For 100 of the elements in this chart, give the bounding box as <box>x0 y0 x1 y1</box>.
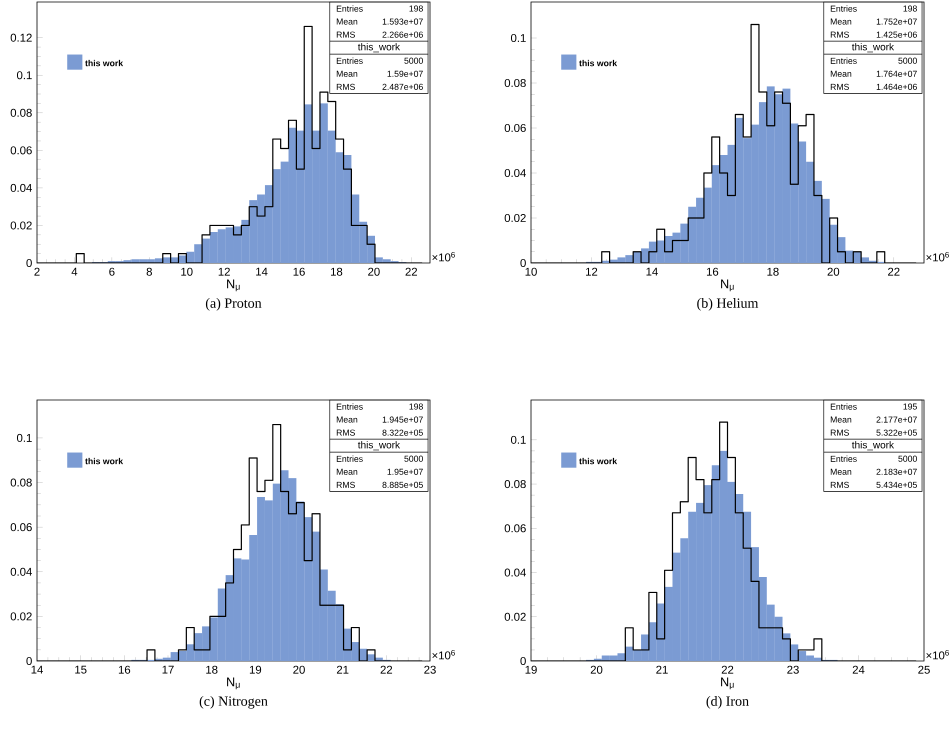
y-tick-label: 0.04 <box>504 568 526 577</box>
y-tick-label: 0.08 <box>504 79 526 88</box>
x-tick-label: 23 <box>424 666 436 674</box>
annotation: RMS <box>830 32 849 38</box>
x-tick-label: 24 <box>852 666 864 674</box>
y-tick-label: 0.02 <box>10 221 32 230</box>
annotation: 1.752e+07 <box>876 18 917 25</box>
annotation: 2.183e+07 <box>876 468 917 475</box>
x-tick-label: 20 <box>368 268 380 276</box>
x-tick-label: 16 <box>118 666 130 674</box>
x-tick-label: 18 <box>330 268 342 276</box>
annotation: this_work <box>358 441 400 450</box>
legend-label: this work <box>85 60 124 66</box>
x-tick-label: 25 <box>918 666 930 674</box>
annotation: 198 <box>410 5 423 12</box>
annotation: 1.95e+07 <box>388 468 423 475</box>
y-tick-label: 0.1 <box>16 71 32 80</box>
annotation: 5.322e+05 <box>876 430 917 436</box>
y-tick-label: 0 <box>26 259 32 268</box>
annotation: Mean <box>336 18 358 25</box>
x-tick-label: 21 <box>336 666 348 674</box>
annotation: 1.593e+07 <box>382 18 423 25</box>
x-tick-label: 23 <box>787 666 799 674</box>
text: ×10$^{6}$ <box>926 252 949 262</box>
annotation: 1.464e+06 <box>876 84 917 90</box>
x-tick-label: 18 <box>767 268 779 276</box>
x-tick-label: 10 <box>181 268 193 276</box>
annotation: 8.322e+05 <box>382 430 423 436</box>
x-tick-label: 22 <box>380 666 392 674</box>
annotation: this_work <box>852 43 894 52</box>
annotation: Entries <box>830 456 857 462</box>
y-tick-label: 0.08 <box>504 480 526 488</box>
y-tick-label: 0.12 <box>10 34 32 42</box>
x-axis-title: N$_{μ}$ <box>227 280 240 292</box>
x-tick-label: 6 <box>109 268 115 276</box>
annotation: Entries <box>830 403 857 410</box>
y-tick-label: 0.06 <box>10 523 32 532</box>
x-tick-label: 14 <box>32 666 43 674</box>
annotation: 2.487e+06 <box>382 84 423 90</box>
annotation: 5000 <box>404 456 423 462</box>
y-tick-label: 0.1 <box>16 434 32 442</box>
annotation: Entries <box>336 403 363 410</box>
x-axis-title: N$_{μ}$ <box>227 678 240 690</box>
legend-label: this work <box>579 458 618 464</box>
annotation: RMS <box>830 84 849 90</box>
annotation: 2.177e+07 <box>876 416 917 423</box>
x-tick-label: 20 <box>590 666 602 674</box>
x-tick-label: 21 <box>656 666 668 674</box>
y-tick-label: 0.02 <box>504 214 526 222</box>
x-tick-label: 14 <box>256 268 268 276</box>
y-tick-label: 0 <box>520 259 526 268</box>
annotation: RMS <box>830 430 849 436</box>
annotation: Entries <box>830 5 857 12</box>
annotation: 1.764e+07 <box>876 70 917 77</box>
x-tick-label: 19 <box>526 666 537 674</box>
y-tick-label: 0 <box>26 657 32 666</box>
annotation: 195 <box>904 403 917 410</box>
x-tick-label: 20 <box>828 268 840 276</box>
x-axis-title: N$_{μ}$ <box>721 678 734 690</box>
annotation: RMS <box>336 84 355 90</box>
y-tick-label: 0.04 <box>10 184 32 192</box>
x-tick-label: 17 <box>162 666 174 674</box>
x-tick-label: 22 <box>888 268 900 276</box>
annotation: 1.425e+06 <box>876 32 917 38</box>
x-tick-label: 20 <box>293 666 305 674</box>
annotation: 2.266e+06 <box>382 32 423 38</box>
annotation: Entries <box>336 58 363 64</box>
text: (c) Nitrogen <box>200 696 268 709</box>
x-axis-title: N$_{μ}$ <box>721 280 734 292</box>
x-tick-label: 12 <box>586 268 598 276</box>
x-tick-label: 4 <box>72 268 78 276</box>
text: (a) Proton <box>206 298 262 311</box>
x-tick-label: 19 <box>250 666 262 674</box>
y-tick-label: 0.06 <box>504 524 526 532</box>
text: ×10$^{6}$ <box>926 650 949 660</box>
annotation: 5000 <box>898 58 917 64</box>
annotation: 5000 <box>898 456 917 462</box>
y-tick-label: 0.06 <box>504 124 526 132</box>
annotation: this_work <box>358 43 400 52</box>
x-tick-label: 15 <box>75 666 87 674</box>
y-tick-label: 0.04 <box>504 169 526 178</box>
annotation: 1.59e+07 <box>388 70 423 77</box>
annotation: 198 <box>904 5 917 12</box>
annotation: Entries <box>336 5 363 12</box>
text: ×10$^{6}$ <box>432 252 455 262</box>
y-tick-label: 0.02 <box>504 612 526 621</box>
y-tick-label: 0.02 <box>10 612 32 620</box>
x-tick-label: 14 <box>646 268 658 276</box>
text: (d) Iron <box>706 696 749 709</box>
y-tick-label: 0.1 <box>510 436 526 444</box>
text: (b) Helium <box>697 298 758 311</box>
y-tick-label: 0.04 <box>10 568 32 576</box>
annotation: Mean <box>830 18 852 25</box>
annotation: 8.885e+05 <box>382 482 423 488</box>
x-tick-label: 16 <box>294 268 305 276</box>
annotation: 198 <box>410 403 423 410</box>
annotation: this_work <box>852 441 894 450</box>
annotation: RMS <box>336 32 355 38</box>
annotation: Entries <box>830 58 857 64</box>
y-tick-label: 0 <box>520 657 526 666</box>
